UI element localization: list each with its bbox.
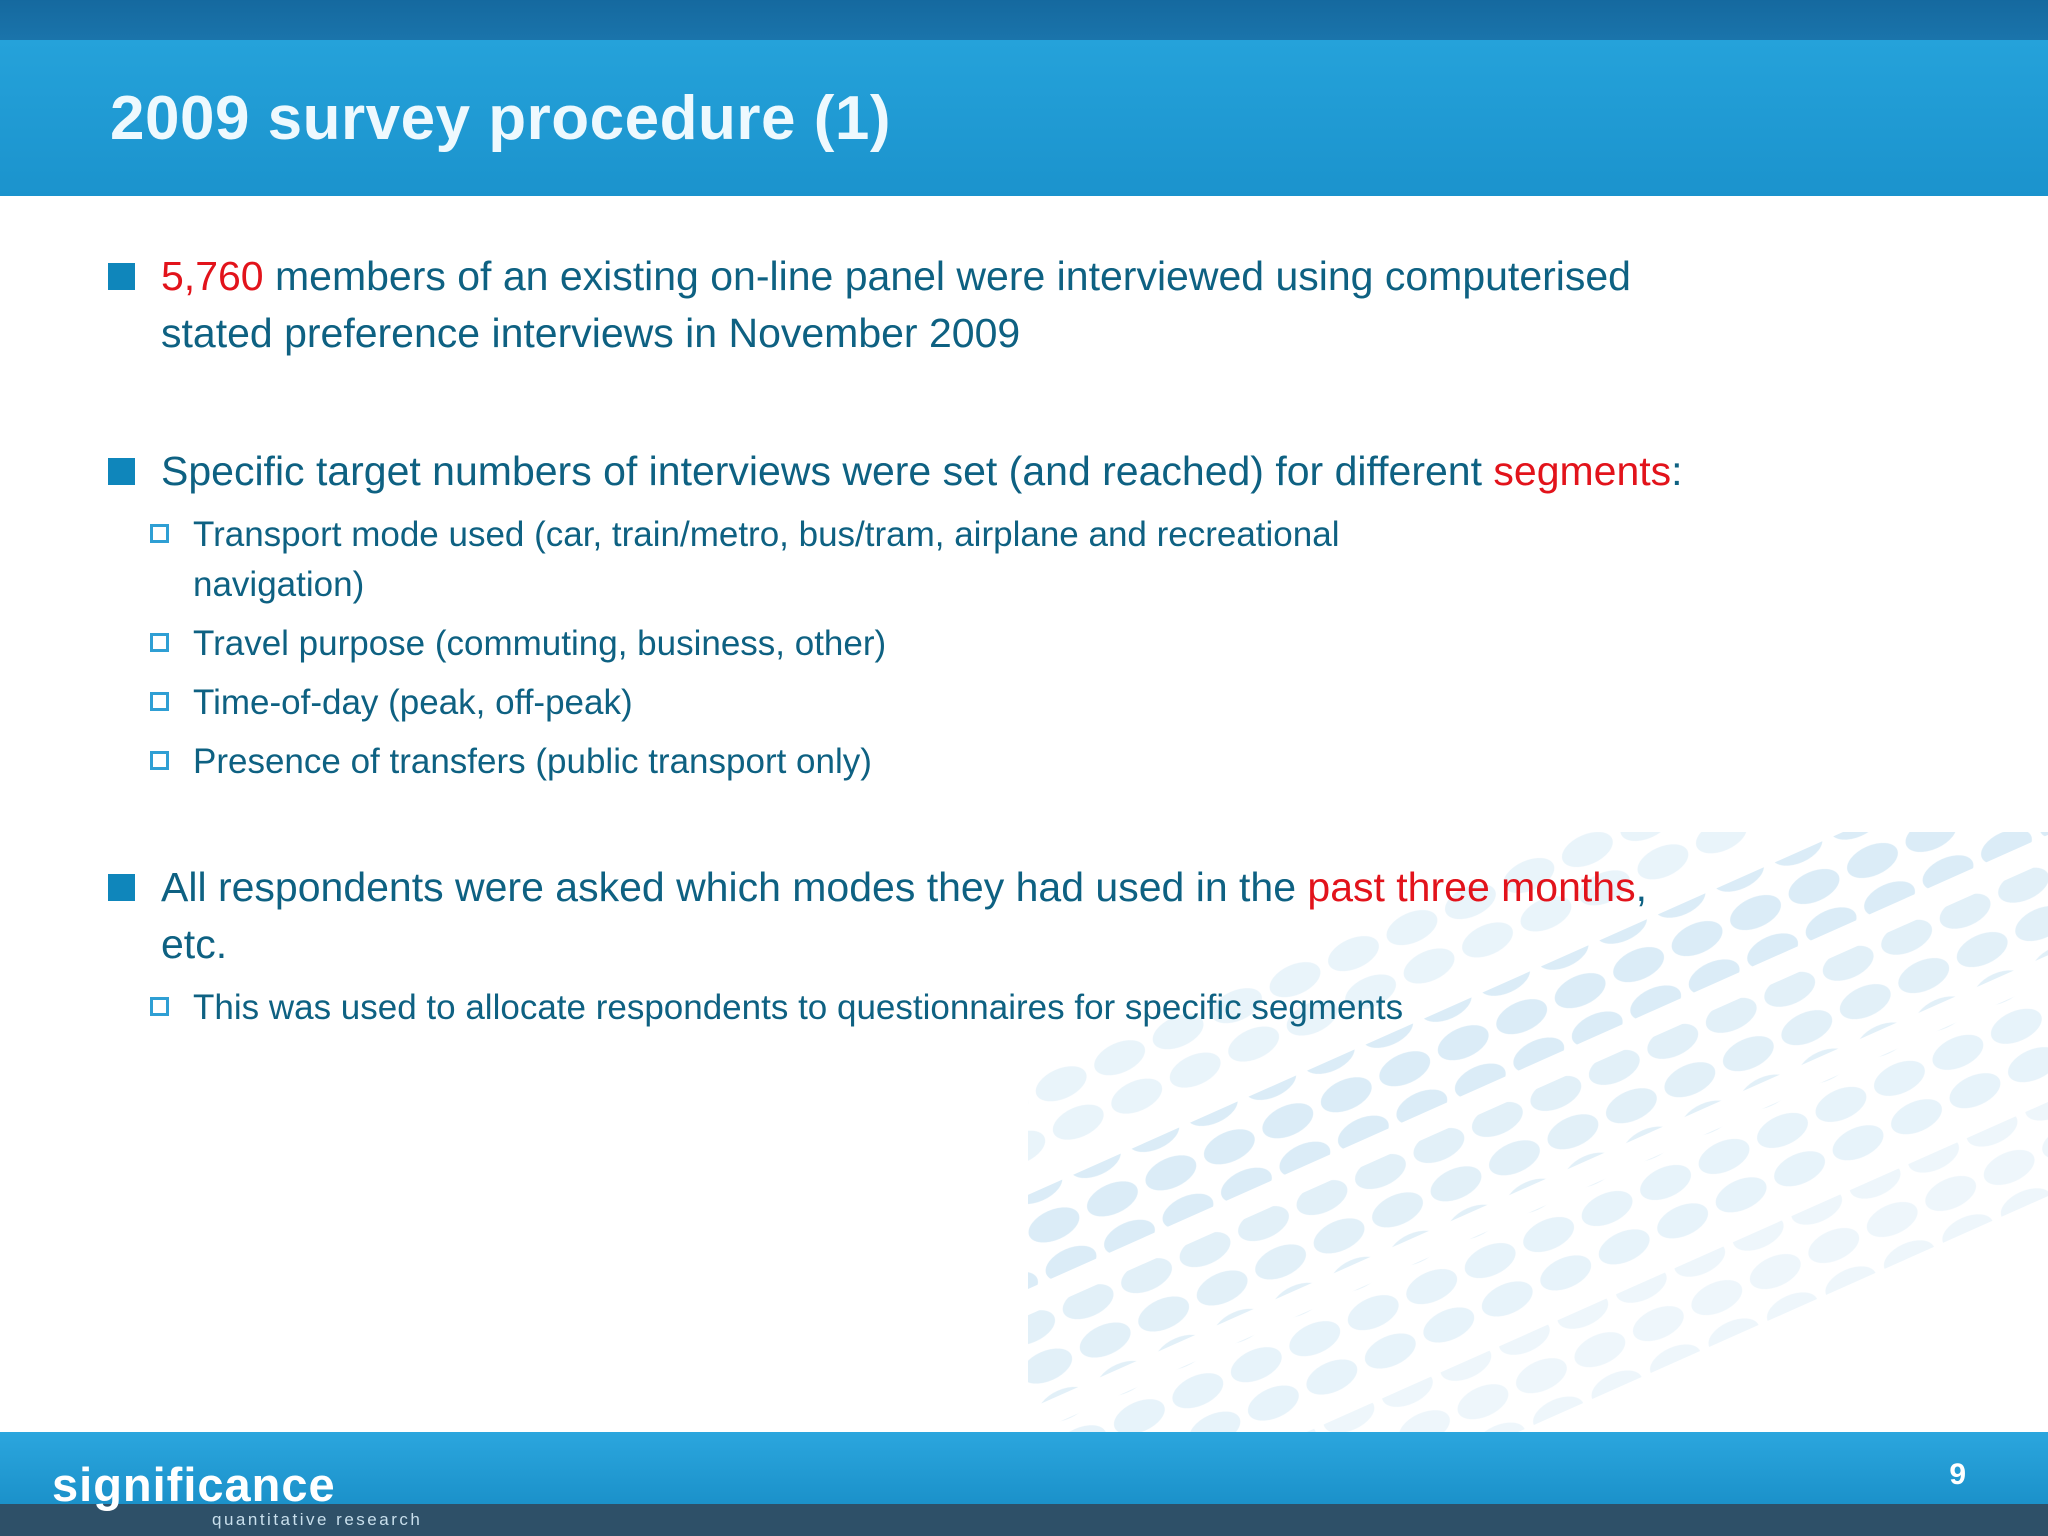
bullet-text: All respondents were asked which modes t…: [161, 859, 1721, 972]
sub-bullet-item: This was used to allocate respondents to…: [150, 983, 1928, 1034]
sub-bullet-text: This was used to allocate respondents to…: [193, 987, 1404, 1027]
body-text: members of an existing on-line panel wer…: [161, 253, 1631, 356]
footer-dark-strip: [0, 1504, 2048, 1536]
top-strip: [0, 0, 2048, 40]
highlight-text: 5,760: [161, 253, 264, 299]
sub-bullet-item: Travel purpose (commuting, business, oth…: [150, 619, 1928, 670]
page-number: 9: [1949, 1458, 1966, 1491]
body-text: :: [1671, 448, 1683, 495]
hollow-square-bullet-icon: [150, 750, 169, 770]
sub-bullet-text: Travel purpose (commuting, business, oth…: [193, 624, 887, 664]
bullet-item: Specific target numbers of interviews we…: [108, 443, 1928, 500]
significance-logo: significance: [52, 1458, 336, 1511]
bullet-text: Specific target numbers of interviews we…: [161, 443, 1683, 500]
sub-bullet-text: Presence of transfers (public transport …: [193, 741, 872, 781]
square-bullet-icon: [108, 874, 135, 902]
square-bullet-icon: [108, 263, 135, 290]
bullet-item: 5,760 members of an existing on-line pan…: [108, 248, 1928, 361]
body-text: All respondents were asked which modes t…: [161, 864, 1308, 911]
logo-tagline: quantitative research: [212, 1510, 423, 1529]
hollow-square-bullet-icon: [150, 523, 169, 543]
body-text: Specific target numbers of interviews we…: [161, 448, 1494, 495]
title-band: 2009 survey procedure (1): [0, 40, 2048, 196]
hollow-square-bullet-icon: [150, 996, 169, 1016]
slide-body: 5,760 members of an existing on-line pan…: [0, 196, 2048, 1041]
sub-bullet-item: Transport mode used (car, train/metro, b…: [150, 510, 1928, 612]
sub-bullet-text: Time-of-day (peak, off-peak): [193, 682, 633, 722]
hollow-square-bullet-icon: [150, 633, 169, 653]
body-text: , etc.: [161, 864, 1647, 968]
slide-title: 2009 survey procedure (1): [110, 83, 891, 153]
bullet-text: 5,760 members of an existing on-line pan…: [161, 248, 1721, 361]
sub-bullet-list: This was used to allocate respondents to…: [150, 983, 1928, 1034]
footer-band: significance quantitative research 9: [0, 1432, 2048, 1536]
sub-bullet-list: Transport mode used (car, train/metro, b…: [150, 510, 1928, 788]
square-bullet-icon: [108, 458, 135, 486]
sub-bullet-item: Time-of-day (peak, off-peak): [150, 678, 1928, 729]
highlight-text: past three months: [1307, 864, 1636, 911]
highlight-text: segments: [1493, 448, 1672, 495]
bullet-item: All respondents were asked which modes t…: [108, 859, 1928, 972]
sub-bullet-text: Transport mode used (car, train/metro, b…: [193, 514, 1340, 605]
hollow-square-bullet-icon: [150, 691, 169, 711]
sub-bullet-item: Presence of transfers (public transport …: [150, 737, 1928, 788]
